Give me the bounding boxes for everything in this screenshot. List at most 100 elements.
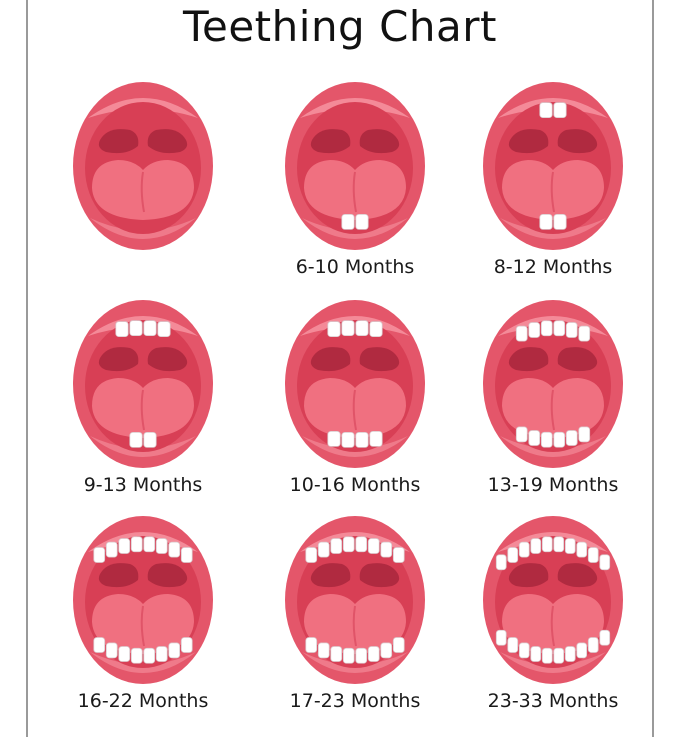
tongue-groove bbox=[140, 605, 145, 647]
stage-label: 9-13 Months bbox=[83, 474, 203, 496]
stage-label: 16-22 Months bbox=[77, 690, 209, 712]
tooth bbox=[578, 426, 591, 443]
mouth-illustration bbox=[73, 516, 213, 684]
mouth-illustration bbox=[285, 300, 425, 468]
tooth bbox=[367, 538, 380, 554]
tooth bbox=[369, 430, 383, 447]
tooth bbox=[155, 538, 168, 554]
tooth bbox=[578, 325, 591, 342]
lower-lip-highlight bbox=[500, 652, 606, 673]
tongue bbox=[92, 594, 194, 654]
stage-label: 10-16 Months bbox=[289, 474, 421, 496]
tooth bbox=[528, 430, 541, 446]
tooth bbox=[305, 547, 318, 563]
mouth-illustration bbox=[285, 516, 425, 684]
lower-teeth bbox=[327, 430, 383, 448]
stage-cell: 17-23 Months bbox=[280, 512, 430, 712]
left-border bbox=[26, 0, 28, 737]
tooth bbox=[180, 637, 193, 653]
upper-teeth bbox=[327, 320, 383, 338]
lower-teeth bbox=[539, 213, 567, 230]
tooth bbox=[553, 647, 565, 664]
tooth bbox=[105, 541, 118, 558]
tooth bbox=[115, 321, 129, 338]
tooth bbox=[518, 541, 530, 558]
tooth bbox=[168, 541, 181, 558]
palate-left bbox=[98, 563, 139, 588]
lower-teeth bbox=[93, 637, 193, 664]
stage-cell: 8-12 Months bbox=[478, 78, 628, 278]
mouth-illustration bbox=[285, 82, 425, 250]
tooth bbox=[341, 213, 355, 230]
tooth bbox=[341, 431, 355, 448]
tongue-groove bbox=[550, 605, 555, 647]
tongue-groove bbox=[352, 171, 357, 213]
palate-left bbox=[310, 129, 351, 154]
tongue bbox=[502, 594, 604, 654]
tooth bbox=[565, 322, 578, 338]
tooth bbox=[553, 213, 567, 230]
stage-cell: 13-19 Months bbox=[478, 296, 628, 496]
tooth bbox=[367, 646, 380, 662]
tongue bbox=[92, 378, 194, 438]
tongue bbox=[92, 160, 194, 220]
mouth-illustration bbox=[73, 82, 213, 250]
tooth bbox=[327, 321, 341, 338]
tooth bbox=[507, 637, 519, 653]
tooth bbox=[317, 642, 330, 659]
palate-left bbox=[310, 347, 351, 372]
palate-left bbox=[98, 129, 139, 154]
stage-cell bbox=[68, 78, 218, 278]
stage-label: 8-12 Months bbox=[493, 256, 613, 278]
tooth bbox=[540, 320, 553, 337]
palate-right bbox=[147, 347, 188, 372]
tooth bbox=[392, 547, 405, 563]
tooth bbox=[180, 547, 193, 563]
tongue-groove bbox=[140, 171, 145, 213]
mouth-illustration bbox=[483, 300, 623, 468]
tooth bbox=[576, 642, 588, 659]
tooth bbox=[564, 646, 576, 662]
palate-right bbox=[557, 347, 598, 372]
tooth bbox=[129, 431, 143, 448]
tooth bbox=[587, 547, 599, 563]
chart-title: Teething Chart bbox=[182, 2, 497, 51]
stage-cell: 6-10 Months bbox=[280, 78, 430, 278]
palate-right bbox=[359, 563, 400, 588]
tongue bbox=[502, 160, 604, 220]
tooth bbox=[317, 541, 330, 558]
tooth bbox=[539, 102, 553, 119]
tongue bbox=[304, 594, 406, 654]
lower-lip-highlight bbox=[302, 436, 408, 457]
palate-left bbox=[310, 563, 351, 588]
tooth bbox=[355, 536, 368, 553]
tooth bbox=[105, 642, 118, 659]
lower-teeth bbox=[305, 637, 405, 664]
right-border bbox=[652, 0, 654, 737]
tooth bbox=[518, 642, 530, 659]
tooth bbox=[155, 646, 168, 662]
tooth bbox=[392, 637, 405, 653]
tooth bbox=[369, 321, 383, 338]
upper-teeth bbox=[305, 536, 405, 563]
tooth bbox=[380, 642, 393, 659]
tooth bbox=[495, 554, 507, 571]
lower-lip-highlight bbox=[500, 436, 606, 457]
tongue-groove bbox=[550, 171, 555, 213]
tooth bbox=[553, 320, 566, 337]
stage-cell: 10-16 Months bbox=[280, 296, 430, 496]
tooth bbox=[564, 538, 576, 554]
tooth bbox=[530, 538, 542, 554]
tooth bbox=[553, 431, 566, 448]
lower-lip-highlight bbox=[90, 218, 196, 239]
mouth-illustration bbox=[483, 516, 623, 684]
tooth bbox=[118, 538, 131, 554]
tongue bbox=[304, 160, 406, 220]
tooth bbox=[157, 321, 171, 338]
lower-lip-highlight bbox=[500, 218, 606, 239]
lower-lip-highlight bbox=[90, 436, 196, 457]
tooth bbox=[327, 430, 341, 447]
palate-right bbox=[147, 563, 188, 588]
lower-teeth bbox=[495, 629, 611, 664]
upper-teeth bbox=[115, 320, 171, 338]
